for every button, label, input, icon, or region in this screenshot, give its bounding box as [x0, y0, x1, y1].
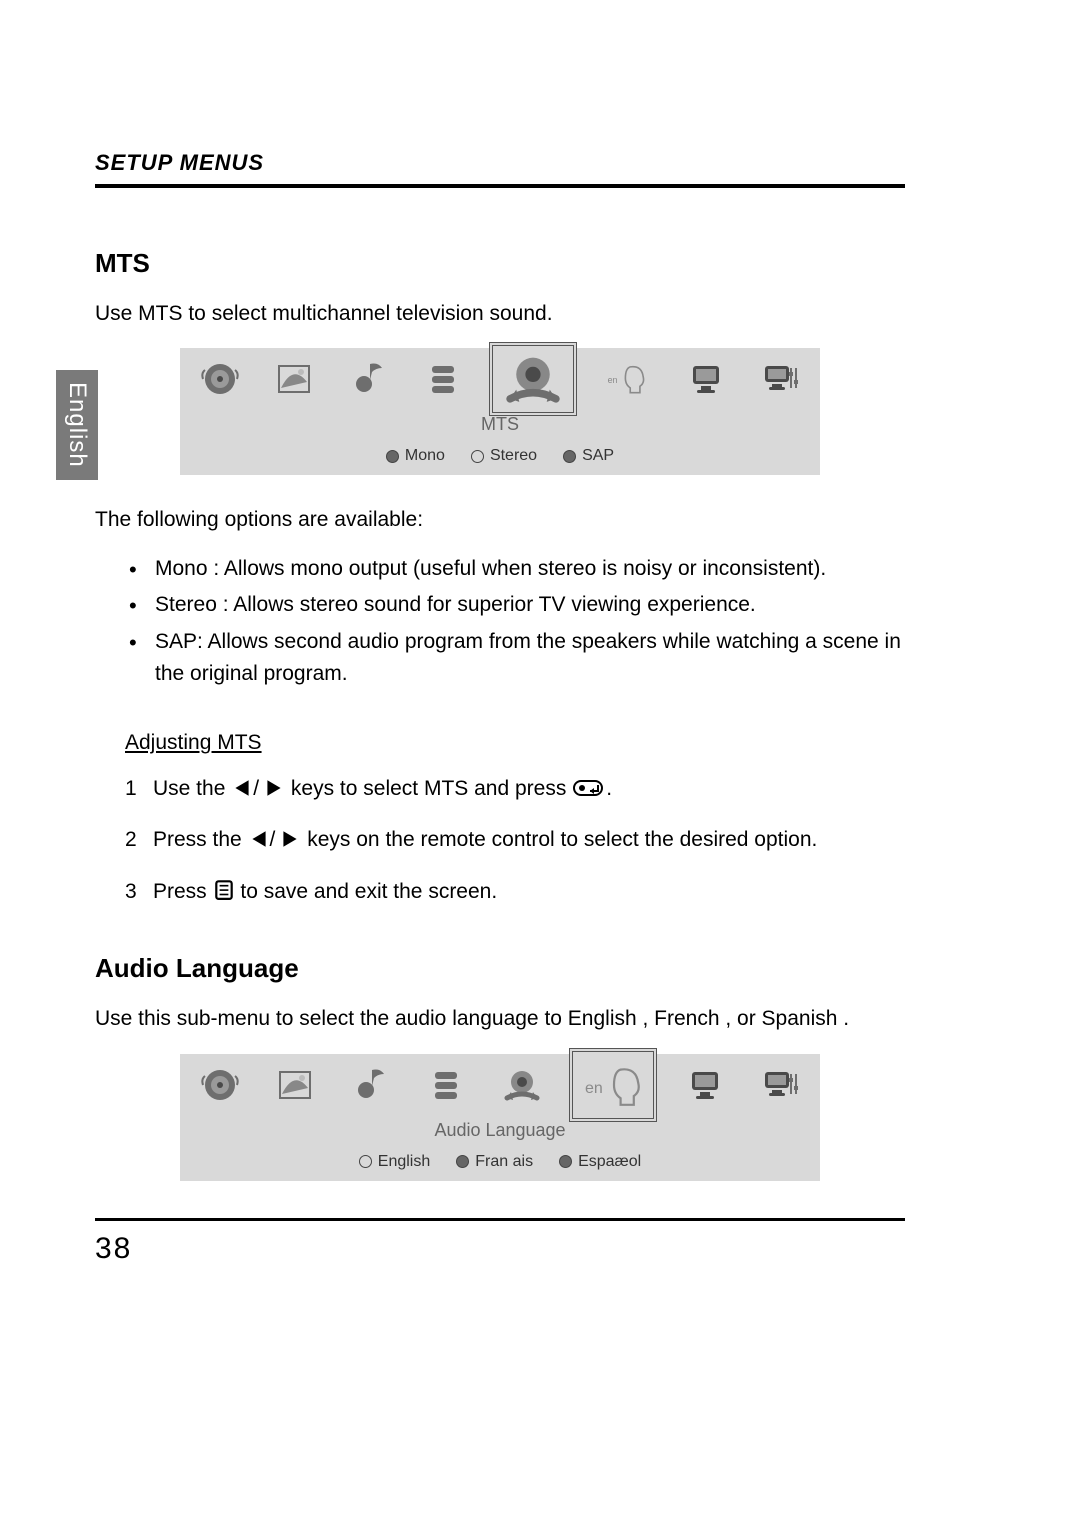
- al-opt-francais: Fran ais: [456, 1153, 533, 1171]
- left-arrow-icon: [231, 777, 253, 799]
- audio-lang-menu-options: English Fran ais Espaæol: [180, 1147, 820, 1181]
- en-prefix-label: en: [608, 375, 618, 385]
- step-text: .: [606, 777, 612, 800]
- audio-lang-menu-label: Audio Language: [180, 1116, 820, 1147]
- menu-icon: [213, 878, 235, 900]
- opt-label: Stereo: [490, 447, 537, 465]
- pc-icon: [678, 351, 734, 407]
- list-icon: [415, 351, 471, 407]
- pc-adj-icon: [752, 351, 808, 407]
- audio-lang-intro: Use this sub-menu to select the audio la…: [95, 1004, 905, 1033]
- language-side-tab: English: [56, 370, 98, 480]
- mts-option-list: Mono : Allows mono output (useful when s…: [95, 553, 905, 691]
- step-text: keys to select MTS and press: [291, 777, 572, 800]
- mts-icon: [494, 1057, 550, 1113]
- adjusting-mts-subhead: Adjusting MTS: [125, 731, 905, 755]
- pc-icon: [677, 1057, 733, 1113]
- mts-title: MTS: [95, 248, 905, 279]
- mts-icon: [489, 342, 577, 416]
- footer-rule: [95, 1218, 905, 1221]
- left-arrow-icon: [248, 828, 270, 850]
- opt-label: Espaæol: [578, 1153, 641, 1171]
- right-arrow-icon: [279, 828, 301, 850]
- step-item: Use the / keys to select MTS and press .: [125, 773, 905, 805]
- step-text: to save and exit the screen.: [240, 880, 497, 903]
- list-item: Stereo : Allows stereo sound for superio…: [135, 589, 905, 622]
- picture-icon: [266, 351, 322, 407]
- step-item: Press the / keys on the remote control t…: [125, 824, 905, 856]
- step-item: Press to save and exit the screen.: [125, 876, 905, 908]
- tuner-icon: [192, 1057, 248, 1113]
- mts-options-intro: The following options are available:: [95, 505, 905, 534]
- sound-icon: [341, 351, 397, 407]
- opt-label: Mono: [405, 447, 445, 465]
- enter-icon: [572, 777, 606, 799]
- sound-icon: [343, 1057, 399, 1113]
- step-text: keys on the remote control to select the…: [307, 828, 817, 851]
- en-prefix-label: en: [585, 1080, 603, 1097]
- tuner-icon: [192, 351, 248, 407]
- lang-icon: en: [569, 1048, 657, 1122]
- opt-label: Fran ais: [475, 1153, 533, 1171]
- mts-opt-sap: SAP: [563, 447, 614, 465]
- mts-opt-stereo: Stereo: [471, 447, 537, 465]
- mts-menu-label: MTS: [180, 410, 820, 441]
- audio-lang-icon-row: en: [180, 1054, 820, 1116]
- al-opt-espanol: Espaæol: [559, 1153, 641, 1171]
- mts-opt-mono: Mono: [386, 447, 445, 465]
- pc-adj-icon: [752, 1057, 808, 1113]
- section-header: SETUP MENUS: [95, 150, 905, 188]
- audio-lang-menu-figure: en Audio Language English Fran ais Espaæ…: [180, 1054, 820, 1181]
- page-number: 38: [95, 1232, 132, 1266]
- mts-steps: Use the / keys to select MTS and press .…: [95, 773, 905, 908]
- step-text: Use the: [153, 777, 231, 800]
- picture-icon: [267, 1057, 323, 1113]
- opt-label: English: [378, 1153, 430, 1171]
- audio-lang-title: Audio Language: [95, 953, 905, 984]
- list-icon: [418, 1057, 474, 1113]
- mts-menu-figure: en MTS Mono Stereo SAP: [180, 348, 820, 475]
- opt-label: SAP: [582, 447, 614, 465]
- lang-icon: en: [595, 351, 659, 407]
- mts-intro: Use MTS to select multichannel televisio…: [95, 299, 905, 328]
- right-arrow-icon: [263, 777, 285, 799]
- step-text: Press the: [153, 828, 248, 851]
- step-text: Press: [153, 880, 213, 903]
- page-content: SETUP MENUS MTS Use MTS to select multic…: [95, 150, 905, 1211]
- mts-menu-options: Mono Stereo SAP: [180, 441, 820, 475]
- list-item: Mono : Allows mono output (useful when s…: [135, 553, 905, 586]
- list-item: SAP: Allows second audio program from th…: [135, 626, 905, 691]
- al-opt-english: English: [359, 1153, 430, 1171]
- mts-icon-row: en: [180, 348, 820, 410]
